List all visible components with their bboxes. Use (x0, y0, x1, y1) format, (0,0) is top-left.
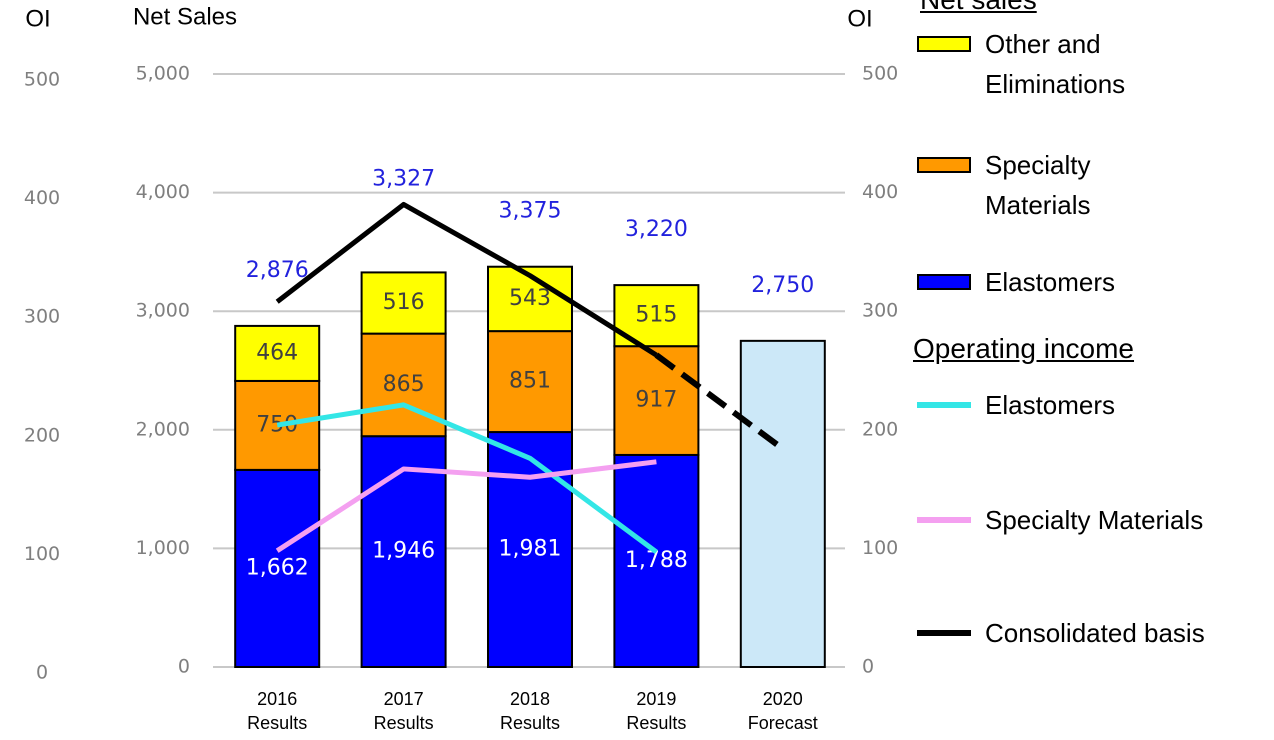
x-tick-label: Results (374, 713, 434, 733)
y2-tick-label-left: 0 (36, 662, 48, 684)
data-label: 1,788 (625, 548, 688, 573)
legend-swatch (917, 517, 971, 523)
data-label: 543 (509, 286, 551, 311)
line (275, 201, 658, 358)
x-tick-label: 2018 (510, 689, 550, 709)
line (276, 402, 658, 554)
bar-segment (360, 271, 447, 335)
data-label: 1,662 (246, 555, 309, 580)
y2-tick-label-left: 300 (24, 306, 60, 328)
data-label: 516 (383, 290, 425, 315)
total-label: 3,220 (625, 217, 688, 242)
data-label: 1,981 (499, 537, 562, 562)
legend-swatch (917, 402, 971, 408)
y-tick-label: 4,000 (136, 181, 190, 203)
data-label: 917 (635, 388, 677, 413)
y2-axis-label-right: OI (847, 5, 872, 32)
y2-axis-label-left: OI (25, 5, 50, 32)
x-tick-label: Results (626, 713, 686, 733)
y2-tick-label: 200 (862, 418, 898, 440)
legend-label: Specialty Materials (985, 150, 1091, 220)
y2-tick-label: 300 (862, 300, 898, 322)
data-label: 464 (256, 340, 298, 365)
total-label: 3,375 (499, 199, 562, 224)
legend-label: Specialty Materials (985, 505, 1204, 535)
bar (739, 339, 826, 668)
y2-tick-label: 100 (862, 537, 898, 559)
line-forecast (654, 352, 785, 452)
total-label: 2,750 (751, 273, 814, 298)
data-label: 851 (509, 369, 551, 394)
legend-swatch (917, 274, 971, 290)
x-tick-label: Results (247, 713, 307, 733)
legend-label: Elastomers (985, 390, 1116, 420)
y2-tick-label-left: 100 (24, 543, 60, 565)
x-tick-label: 2019 (636, 689, 676, 709)
bar-segment (234, 379, 321, 471)
y-tick-label: 5,000 (136, 63, 190, 85)
legend-swatch (917, 630, 971, 636)
y2-tick-label: 400 (862, 181, 898, 203)
data-label: 1,946 (372, 539, 435, 564)
total-label: 2,876 (246, 258, 309, 283)
bar-segment (613, 345, 700, 456)
y2-tick-label-left: 400 (24, 187, 60, 209)
legend-swatch (917, 36, 971, 52)
y2-tick-label-left: 500 (24, 69, 60, 91)
bar-segment (234, 468, 321, 669)
y-tick-label: 1,000 (136, 537, 190, 559)
data-label: 865 (383, 372, 425, 397)
y2-tick-label-left: 200 (24, 424, 60, 446)
total-label: 3,327 (372, 166, 435, 191)
bar-segment (487, 330, 573, 434)
legend-label: Other and Eliminations (985, 29, 1126, 99)
line (275, 459, 657, 553)
data-label: 515 (635, 303, 677, 328)
legend-heading: Net sales (920, 0, 1037, 16)
x-tick-label: Forecast (748, 713, 818, 733)
bar-segment (487, 265, 573, 333)
bar-segment (234, 324, 321, 382)
legend-swatch (917, 157, 971, 173)
bar-segment (613, 453, 700, 668)
bar-segment (360, 435, 447, 668)
y-tick-label: 0 (178, 656, 190, 678)
legend-label: Elastomers (985, 267, 1116, 297)
y2-tick-label: 500 (862, 63, 898, 85)
y-tick-label: 2,000 (136, 418, 190, 440)
legend-heading: Operating income (913, 333, 1135, 364)
x-tick-label: 2016 (257, 689, 297, 709)
legend-label: Consolidated basis (985, 618, 1205, 648)
y-axis-label: Net Sales (133, 3, 237, 30)
x-tick-label: Results (500, 713, 560, 733)
x-tick-label: 2020 (763, 689, 803, 709)
y-tick-label: 3,000 (136, 300, 190, 322)
x-tick-label: 2017 (384, 689, 424, 709)
y2-tick-label: 0 (862, 656, 874, 678)
